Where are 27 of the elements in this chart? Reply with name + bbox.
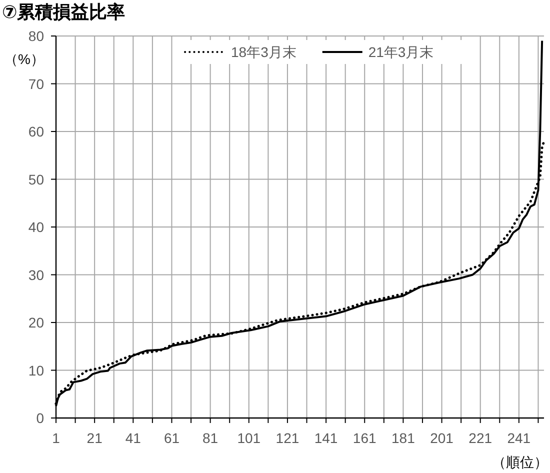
x-tick-label: 181 <box>392 430 416 446</box>
y-tick-label: 10 <box>28 362 44 378</box>
y-tick-label: 70 <box>28 76 44 92</box>
y-tick-label: 20 <box>28 314 44 330</box>
x-tick-label: 61 <box>164 430 180 446</box>
legend-label: 21年3月末 <box>368 44 434 60</box>
legend-label: 18年3月末 <box>231 44 296 60</box>
x-tick-label: 121 <box>276 430 300 446</box>
x-tick-label: 241 <box>507 430 531 446</box>
x-tick-label: 161 <box>352 430 377 446</box>
x-tick-label: 101 <box>237 430 261 446</box>
y-tick-label: 30 <box>28 266 44 283</box>
x-tick-label: 201 <box>430 430 454 446</box>
y-tick-label: 80 <box>28 28 44 44</box>
x-tick-label: 21 <box>86 430 103 446</box>
x-tick-label: 81 <box>202 430 218 446</box>
x-tick-label: 221 <box>468 430 492 446</box>
x-tick-label: 41 <box>125 430 142 446</box>
y-tick-label: 40 <box>28 219 44 235</box>
x-tick-label: 1 <box>52 430 60 446</box>
y-tick-label: 50 <box>28 171 44 188</box>
y-tick-label: 60 <box>28 124 44 140</box>
chart-title: ⑦累積損益比率 <box>2 2 126 22</box>
x-tick-label: 141 <box>314 430 338 446</box>
y-axis-title: （%） <box>4 51 44 67</box>
x-axis-title: （順位） <box>492 454 548 470</box>
y-tick-label: 0 <box>36 410 44 426</box>
